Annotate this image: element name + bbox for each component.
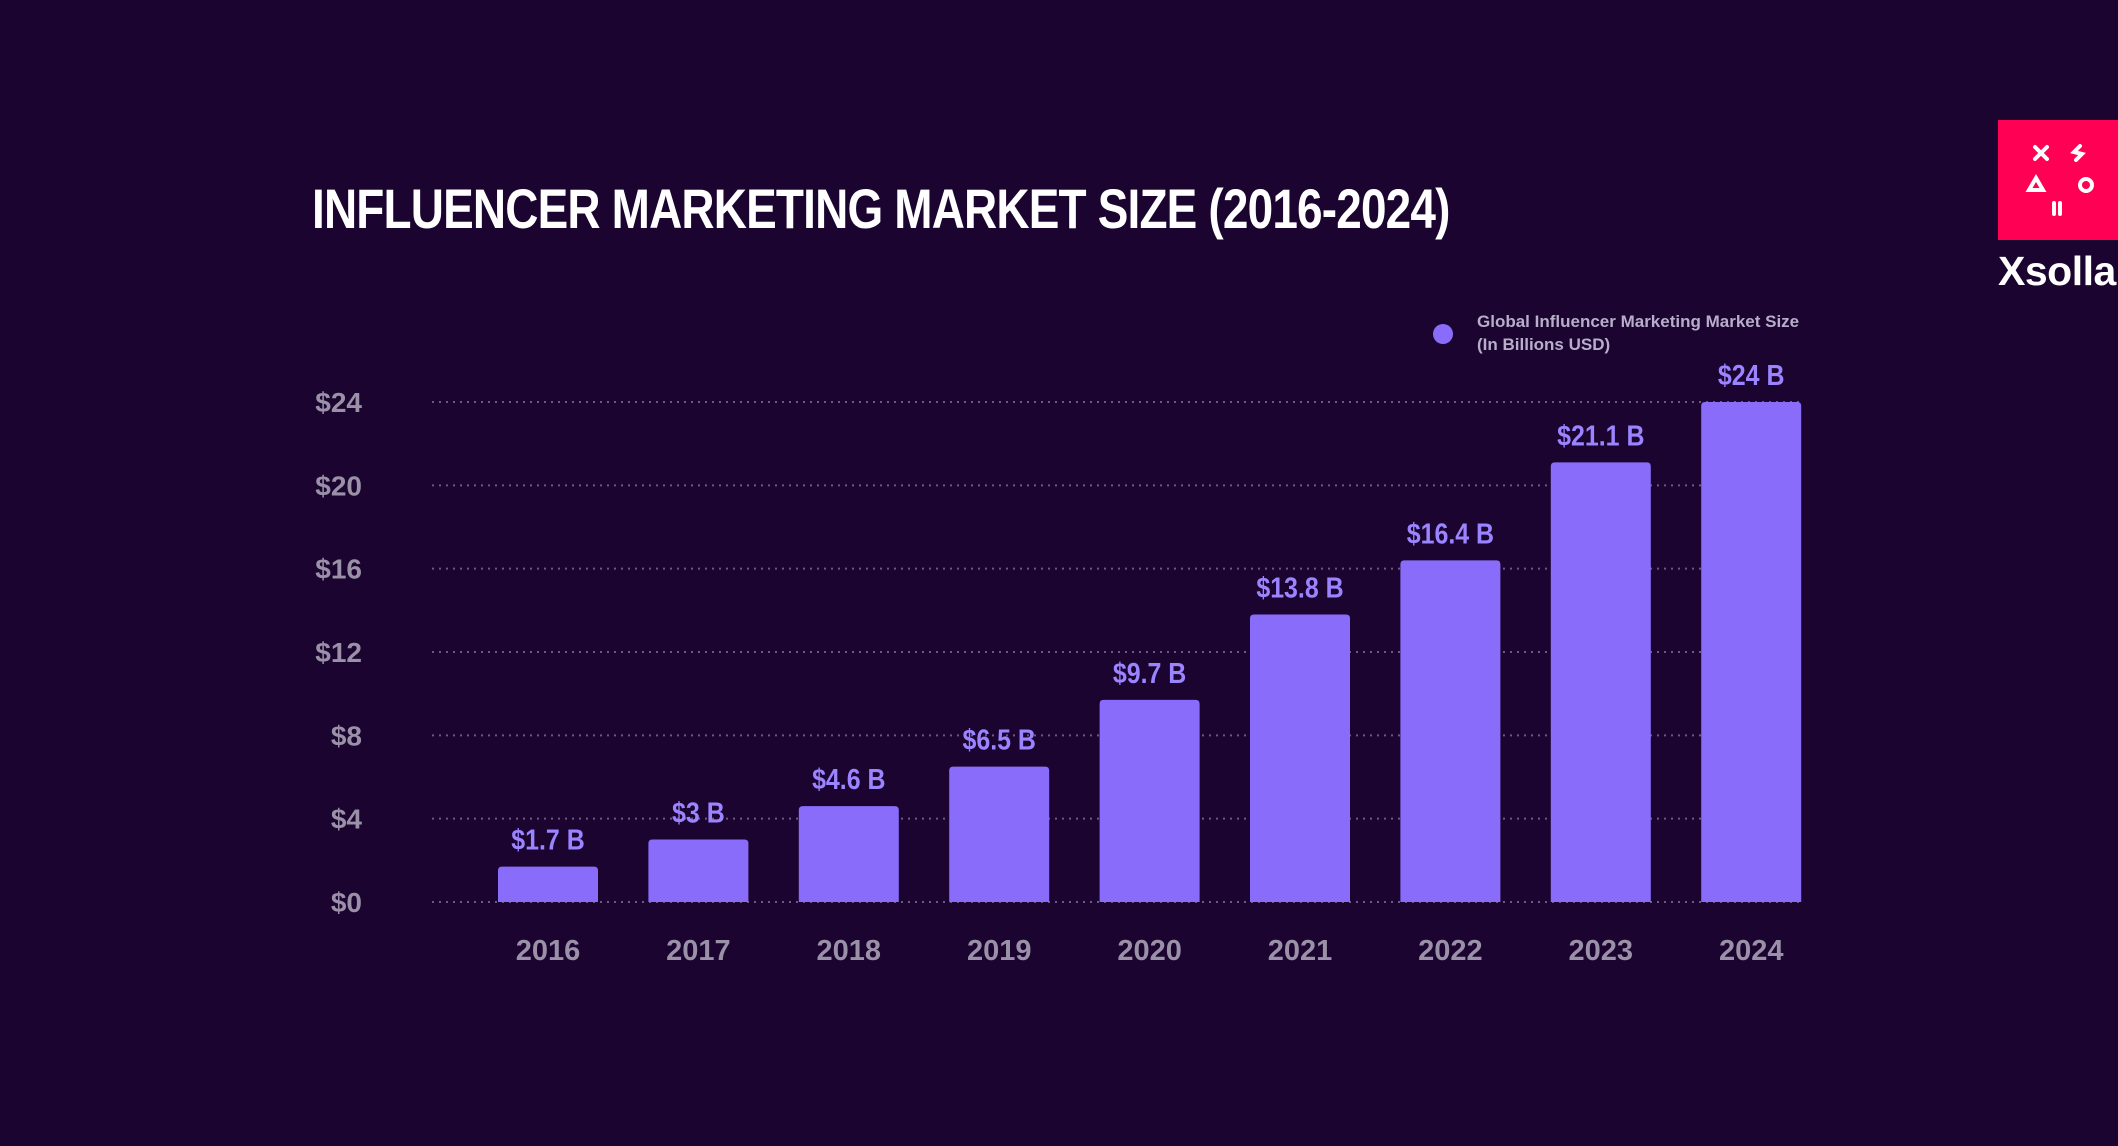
- data-label: $21.1 B: [1557, 420, 1644, 452]
- x-tick-label: 2020: [1117, 935, 1182, 967]
- x-tick-label: 2019: [967, 935, 1032, 967]
- x-tick-label: 2024: [1719, 935, 1784, 967]
- x-tick-label: 2022: [1418, 935, 1483, 967]
- data-label: $3 B: [672, 797, 725, 829]
- legend-label: Global Influencer Marketing Market Size …: [1477, 310, 1799, 356]
- y-tick-label: $0: [331, 887, 362, 918]
- data-label: $6.5 B: [962, 724, 1035, 756]
- xsolla-logo-icon: [1998, 120, 2118, 240]
- bar: [1701, 402, 1802, 902]
- y-tick-label: $16: [315, 554, 362, 585]
- x-tick-label: 2023: [1569, 935, 1634, 967]
- brand-name: Xsolla: [1998, 248, 2116, 294]
- y-tick-label: $8: [331, 720, 362, 751]
- y-tick-label: $12: [315, 637, 362, 668]
- x-tick-label: 2017: [666, 935, 731, 967]
- legend-marker: [1433, 324, 1453, 344]
- data-label: $9.7 B: [1113, 657, 1186, 689]
- x-tick-label: 2016: [516, 935, 581, 967]
- y-tick-label: $20: [315, 470, 362, 501]
- chart-title: INFLUENCER MARKETING MARKET SIZE (2016-2…: [312, 177, 1450, 240]
- bar: [949, 766, 1050, 902]
- y-tick-label: $24: [315, 387, 362, 418]
- bar: [798, 806, 899, 902]
- bar: [1400, 560, 1501, 902]
- x-tick-label: 2021: [1268, 935, 1333, 967]
- bar: [648, 839, 749, 902]
- bar: [1550, 462, 1651, 902]
- data-label: $24 B: [1718, 359, 1785, 391]
- legend-label-line-2: (In Billions USD): [1477, 335, 1611, 354]
- data-label: $13.8 B: [1256, 572, 1343, 604]
- data-label: $4.6 B: [812, 763, 885, 795]
- x-tick-label: 2018: [817, 935, 882, 967]
- legend: Global Influencer Marketing Market Size …: [1433, 310, 1799, 356]
- data-label: $16.4 B: [1407, 518, 1494, 550]
- data-label: $1.7 B: [511, 824, 584, 856]
- legend-label-line-1: Global Influencer Marketing Market Size: [1477, 312, 1800, 331]
- y-tick-label: $4: [331, 804, 363, 835]
- bar: [498, 866, 598, 902]
- bar: [1250, 614, 1350, 902]
- bar: [1099, 699, 1200, 902]
